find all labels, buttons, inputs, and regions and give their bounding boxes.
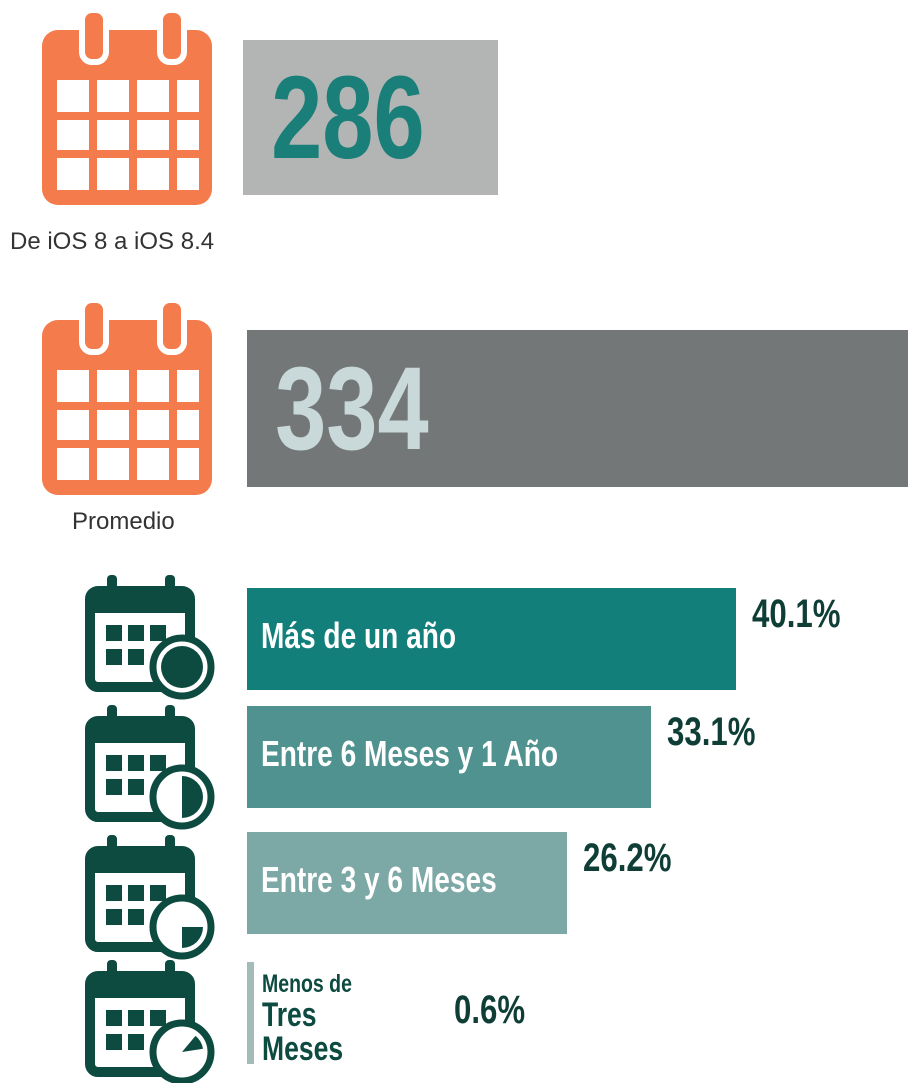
calendar-clock-icon [90,835,211,956]
category-label: Entre 6 Meses y 1 Año [261,736,642,772]
bar [247,832,567,934]
value-label-box: 0.6% [454,988,545,1033]
bar [247,706,651,808]
stat-value: 334 [275,342,429,475]
category-text: Entre 3 y 6 Meses [261,859,497,900]
bar [247,588,737,690]
value-label-box: 26.2% [583,836,696,881]
category-text: Entre 6 Meses y 1 Año [261,733,559,774]
stat-box: 334 [247,330,908,487]
category-text: Menos de Tres Meses [262,970,353,1068]
stat-box: 286 [243,40,498,195]
category-label: Menos de Tres Meses [262,964,397,1066]
calendar-clock-icon [90,575,211,696]
value-label: 0.6% [454,988,526,1032]
calendar-clock-icon [90,705,211,826]
calendar-clock-icon [90,960,211,1081]
category-text: Más de un año [261,615,457,656]
value-label: 26.2% [582,836,672,880]
stat-label: De iOS 8 a iOS 8.4 [10,228,215,255]
stat-value: 286 [271,51,425,184]
stat-label: Promedio [72,508,175,535]
value-label-box: 33.1% [667,710,780,755]
category-label: Más de un año [261,618,511,654]
category-label: Entre 3 y 6 Meses [261,862,563,898]
value-label: 33.1% [666,710,756,754]
value-label-box: 40.1% [752,592,865,637]
calendar-icon [42,300,212,495]
value-label: 40.1% [752,592,841,636]
bar [247,962,255,1064]
calendar-icon [42,10,212,205]
